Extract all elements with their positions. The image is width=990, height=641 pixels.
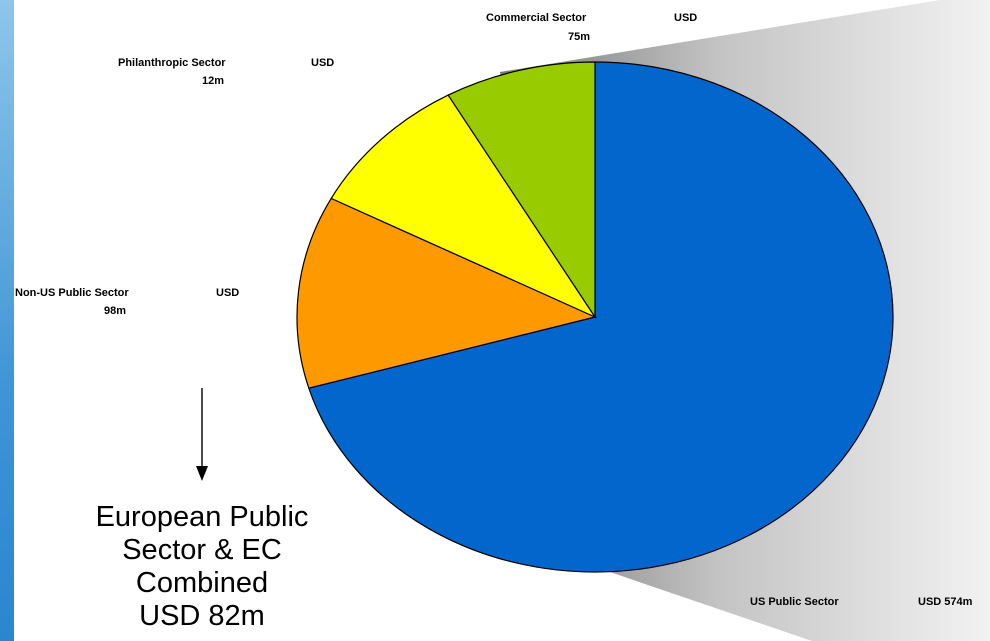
slice-non-us-public-sector [296, 197, 597, 389]
annotation-line-3: Combined [135, 567, 269, 599]
label-non-us-public-value: 98m [104, 305, 126, 317]
label-non-us-public-name: Non-US Public Sector [15, 287, 129, 299]
slice-commercial-sector [447, 61, 596, 319]
label-commercial-value: 75m [568, 31, 590, 43]
arrow-head [196, 466, 208, 481]
label-commercial-name: Commercial Sector [486, 12, 587, 24]
european-funding-annotation: European Public Sector & EC Combined USD… [78, 501, 326, 633]
label-us-public-name: US Public Sector [750, 596, 839, 608]
label-philanthropic-value: 12m [202, 75, 224, 87]
label-philanthropic-name: Philanthropic Sector [118, 57, 226, 69]
label-non-us-public-usd: USD [216, 287, 239, 299]
label-us-public-value: USD 574m [918, 596, 973, 608]
annotation-line-1: European Public [95, 501, 309, 533]
slice-us-public-sector [308, 61, 894, 573]
slice-philanthropic-sector [330, 94, 597, 319]
annotation-line-2: Sector & EC [122, 534, 282, 566]
left-accent-bar [0, 0, 14, 641]
annotation-line-4: USD 82m [139, 600, 265, 632]
label-philanthropic-usd: USD [311, 57, 334, 69]
label-commercial-usd: USD [674, 12, 697, 24]
